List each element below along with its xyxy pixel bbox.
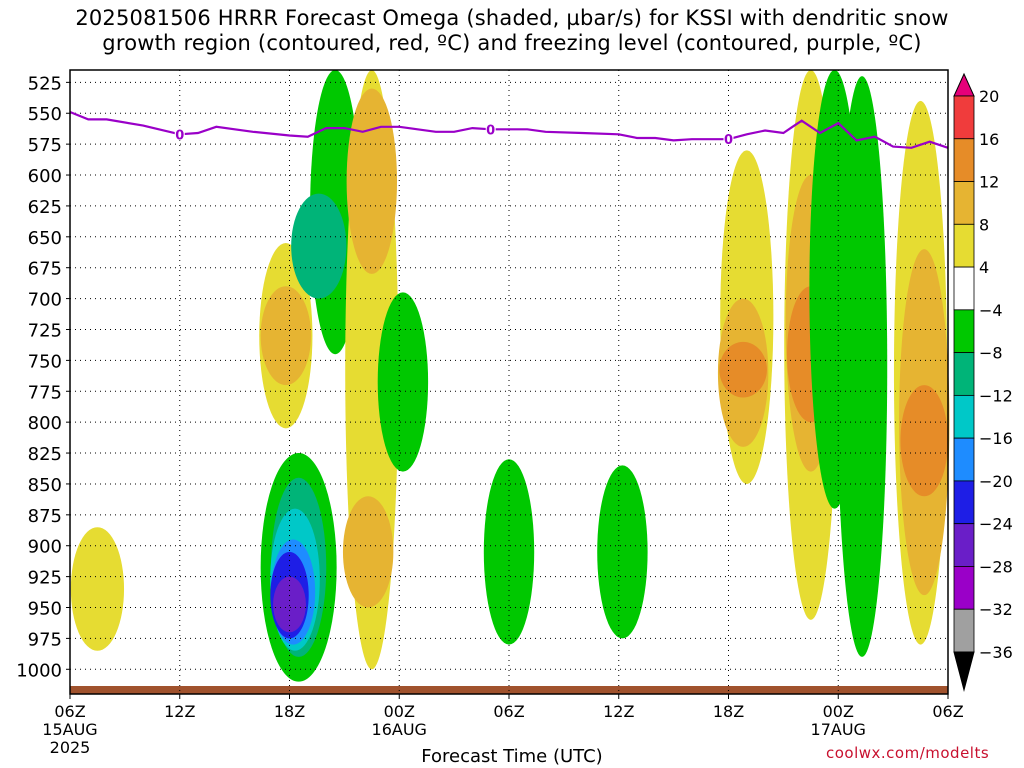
omega-region-13 — [342, 496, 394, 608]
x-tick-date-42: 17AUG — [811, 720, 866, 739]
omega-region-16 — [597, 465, 648, 639]
colorbar-segment-8 — [953, 309, 975, 354]
colorbar-segment-4 — [953, 480, 975, 525]
title-line-1: 2025081506 HRRR Forecast Omega (shaded, … — [75, 6, 949, 30]
y-tick-label-925: 925 — [28, 568, 62, 589]
colorbar-label-20: 20 — [979, 87, 999, 106]
omega-region-27 — [900, 385, 949, 497]
omega-region-15 — [483, 459, 535, 645]
colorbar-label-4: 4 — [979, 258, 989, 277]
colorbar-segment-3 — [953, 523, 975, 567]
colorbar-segment-9 — [953, 266, 975, 311]
y-tick-label-950: 950 — [28, 599, 62, 620]
y-tick-label-875: 875 — [28, 506, 62, 527]
colorbar-label--28: −28 — [979, 557, 1013, 576]
y-tick-label-900: 900 — [28, 537, 62, 558]
y-axis-ticks: 525 550 575 600 625 650 675 700 725 750 775 800 825 8… — [16, 73, 70, 681]
y-tick-label-825: 825 — [28, 444, 62, 465]
y-tick-label-725: 725 — [28, 320, 62, 341]
colorbar-bottom-arrow — [953, 651, 975, 692]
x-tick-label-18: 00Z — [384, 702, 415, 721]
x-tick-label-36: 18Z — [713, 702, 744, 721]
x-tick-date-18: 16AUG — [372, 720, 427, 739]
site-credit: coolwx.com/modelts — [826, 744, 990, 762]
freezing-level-label-1: 0 — [486, 123, 495, 138]
y-tick-label-550: 550 — [28, 104, 62, 125]
y-tick-label-800: 800 — [28, 413, 62, 434]
colorbar-label-16: 16 — [979, 130, 999, 149]
x-tick-label-0: 06Z — [54, 702, 85, 721]
colorbar-segment-7 — [953, 352, 975, 396]
freezing-level-contour: 0 0 0 — [69, 110, 949, 149]
colorbar-label--36: −36 — [979, 643, 1013, 662]
freezing-level-label-0: 0 — [175, 128, 184, 143]
y-tick-label-650: 650 — [28, 228, 62, 249]
y-tick-label-975: 975 — [28, 629, 62, 650]
chart-title: 2025081506 HRRR Forecast Omega (shaded, … — [0, 6, 1024, 56]
colorbar-label--32: −32 — [979, 600, 1013, 619]
y-tick-label-700: 700 — [28, 290, 62, 311]
colorbar-label--4: −4 — [979, 301, 1003, 320]
y-tick-label-625: 625 — [28, 197, 62, 218]
colorbar-label--20: −20 — [979, 472, 1013, 491]
colorbar-segment-6 — [953, 394, 975, 439]
x-tick-label-24: 06Z — [493, 702, 524, 721]
omega-region-14 — [377, 292, 429, 472]
x-tick-label-48: 06Z — [932, 702, 963, 721]
colorbar-segment-2 — [953, 566, 975, 610]
y-tick-label-1000: 1000 — [16, 660, 62, 681]
y-tick-label-600: 600 — [28, 166, 62, 187]
y-tick-label-575: 575 — [28, 135, 62, 156]
colorbar-label--12: −12 — [979, 386, 1013, 405]
omega-region-2 — [260, 286, 312, 386]
colorbar: 20 16 12 8 4 −4 −8 −12 −16 −20 −24 −28 −32 −36 — [953, 72, 1013, 692]
x-tick-date-0: 15AUG — [42, 720, 97, 739]
x-axis-label: Forecast Time (UTC) — [421, 746, 603, 767]
colorbar-top-arrow — [953, 72, 975, 97]
x-tick-label-12: 18Z — [274, 702, 305, 721]
omega-shading — [70, 69, 950, 682]
freezing-label-bg-1 — [485, 121, 496, 136]
colorbar-segment-1 — [953, 608, 975, 653]
omega-region-0 — [70, 527, 125, 651]
freezing-label-bg-2 — [723, 131, 734, 146]
omega-region-19 — [719, 341, 767, 398]
x-tick-year-0: 2025 — [50, 738, 91, 757]
x-tick-label-6: 12Z — [164, 702, 195, 721]
y-tick-label-525: 525 — [28, 73, 62, 94]
y-tick-label-775: 775 — [28, 382, 62, 403]
y-tick-label-675: 675 — [28, 259, 62, 280]
omega-region-10 — [291, 193, 347, 299]
colorbar-label--8: −8 — [979, 344, 1003, 363]
omega-region-8 — [273, 576, 306, 633]
x-tick-label-30: 12Z — [603, 702, 634, 721]
x-tick-label-42: 00Z — [823, 702, 854, 721]
colorbar-segment-11 — [953, 181, 975, 225]
y-tick-label-850: 850 — [28, 475, 62, 496]
colorbar-segment-5 — [953, 437, 975, 482]
freezing-level-line — [69, 110, 949, 149]
omega-region-12 — [346, 88, 398, 274]
colorbar-label--16: −16 — [979, 429, 1013, 448]
colorbar-label--24: −24 — [979, 515, 1013, 534]
colorbar-segment-10 — [953, 223, 975, 268]
colorbar-segment-12 — [953, 138, 975, 182]
title-line-2: growth region (contoured, red, ºC) and f… — [102, 31, 922, 55]
colorbar-segment-13 — [953, 95, 975, 140]
freezing-label-bg-0 — [174, 126, 185, 141]
colorbar-label-12: 12 — [979, 173, 999, 192]
omega-region-24 — [836, 76, 888, 657]
grid-lines — [70, 70, 948, 694]
y-tick-label-750: 750 — [28, 351, 62, 372]
colorbar-label-8: 8 — [979, 215, 989, 234]
freezing-level-label-2: 0 — [724, 133, 733, 148]
